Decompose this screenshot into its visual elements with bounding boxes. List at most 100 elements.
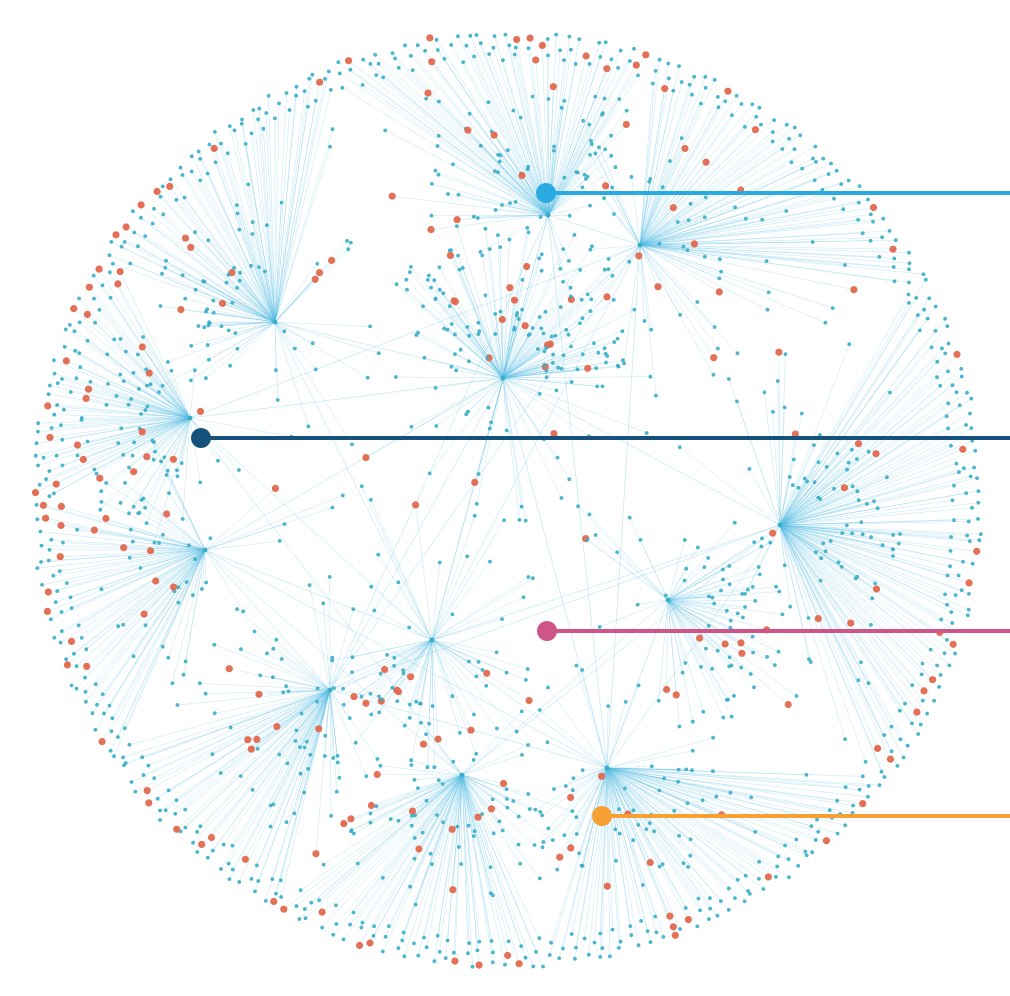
graph-edge bbox=[772, 411, 781, 526]
graph-edge bbox=[547, 59, 612, 216]
graph-node bbox=[465, 325, 470, 329]
graph-edge bbox=[96, 549, 206, 705]
graph-node bbox=[527, 807, 532, 811]
graph-node bbox=[564, 327, 569, 332]
graph-node bbox=[696, 896, 701, 901]
graph-edge bbox=[606, 767, 656, 917]
graph-node bbox=[99, 587, 104, 592]
graph-edge bbox=[779, 524, 824, 544]
graph-edge bbox=[274, 95, 297, 323]
graph-edge bbox=[125, 689, 331, 764]
graph-node bbox=[374, 73, 379, 77]
graph-edge bbox=[390, 774, 463, 820]
graph-edge bbox=[461, 774, 473, 967]
graph-node bbox=[631, 838, 636, 843]
graph-edge bbox=[402, 774, 463, 941]
upper-left-hub bbox=[272, 319, 278, 325]
graph-edge bbox=[502, 348, 539, 379]
graph-edge bbox=[639, 107, 760, 246]
graph-node bbox=[760, 536, 764, 541]
graph-node bbox=[47, 494, 52, 499]
graph-node-highlighted bbox=[173, 825, 181, 833]
graph-node bbox=[813, 838, 818, 842]
graph-edge bbox=[606, 767, 729, 911]
graph-node bbox=[698, 908, 702, 913]
graph-node bbox=[472, 834, 476, 838]
graph-edge bbox=[410, 55, 549, 216]
graph-edge bbox=[415, 774, 463, 905]
graph-node-highlighted bbox=[388, 192, 396, 200]
graph-edge bbox=[204, 549, 433, 641]
graph-node bbox=[112, 754, 116, 759]
graph-node bbox=[60, 463, 65, 468]
graph-node bbox=[457, 267, 462, 272]
graph-node-highlighted bbox=[102, 514, 110, 523]
graph-node bbox=[856, 678, 861, 683]
graph-edge bbox=[499, 161, 549, 216]
graph-edge bbox=[274, 71, 330, 323]
graph-node bbox=[488, 559, 492, 564]
graph-edge bbox=[667, 597, 713, 601]
graph-node bbox=[671, 88, 676, 93]
graph-edge bbox=[166, 474, 206, 551]
graph-node bbox=[376, 552, 381, 557]
graph-edge bbox=[549, 767, 608, 956]
graph-edge bbox=[272, 689, 331, 880]
graph-node bbox=[766, 290, 771, 295]
graph-edge bbox=[779, 434, 821, 526]
graph-node bbox=[166, 655, 171, 660]
graph-edge bbox=[502, 336, 552, 379]
graph-node bbox=[555, 455, 560, 460]
graph-edge bbox=[502, 377, 522, 507]
graph-node bbox=[279, 657, 284, 661]
graph-node bbox=[695, 924, 700, 929]
graph-node bbox=[359, 484, 364, 489]
graph-node bbox=[412, 856, 417, 861]
graph-node bbox=[587, 512, 592, 517]
graph-node-highlighted bbox=[362, 699, 370, 707]
graph-edge bbox=[123, 380, 191, 419]
graph-edge bbox=[777, 380, 781, 526]
graph-edge bbox=[162, 321, 276, 387]
graph-edge bbox=[382, 774, 463, 952]
graph-edge bbox=[779, 476, 887, 526]
graph-edge bbox=[779, 434, 796, 526]
graph-node-highlighted bbox=[681, 144, 689, 153]
graph-edge bbox=[457, 774, 463, 827]
graph-edge bbox=[253, 109, 276, 323]
graph-node bbox=[617, 97, 622, 101]
graph-node bbox=[348, 922, 352, 927]
graph-edge bbox=[547, 42, 606, 216]
graph-node bbox=[394, 375, 398, 379]
graph-node bbox=[375, 757, 380, 761]
graph-edge bbox=[543, 767, 608, 843]
graph-node bbox=[552, 148, 556, 153]
graph-edge bbox=[779, 524, 973, 564]
graph-edge bbox=[439, 774, 463, 952]
graph-node-highlighted bbox=[424, 89, 432, 97]
graph-edge bbox=[606, 767, 827, 841]
graph-node bbox=[569, 47, 573, 52]
graph-edge bbox=[639, 87, 706, 246]
graph-node-highlighted bbox=[253, 735, 261, 744]
graph-node bbox=[219, 141, 223, 146]
graph-node bbox=[511, 799, 516, 803]
graph-node bbox=[416, 786, 420, 790]
graph-edge bbox=[639, 244, 738, 354]
graph-edge bbox=[48, 549, 206, 593]
graph-edge bbox=[431, 639, 530, 701]
graph-edge bbox=[374, 610, 433, 641]
graph-edge bbox=[779, 524, 894, 557]
graph-edge bbox=[639, 79, 715, 246]
graph-node bbox=[143, 408, 148, 413]
graph-edge bbox=[667, 599, 677, 695]
graph-edge bbox=[128, 417, 191, 514]
graph-edge bbox=[502, 246, 593, 379]
graph-node bbox=[929, 345, 934, 350]
graph-node bbox=[491, 831, 496, 836]
graph-node bbox=[78, 365, 83, 370]
graph-node bbox=[614, 858, 618, 863]
graph-node bbox=[712, 325, 717, 329]
graph-node bbox=[728, 618, 733, 623]
graph-node bbox=[52, 358, 56, 363]
